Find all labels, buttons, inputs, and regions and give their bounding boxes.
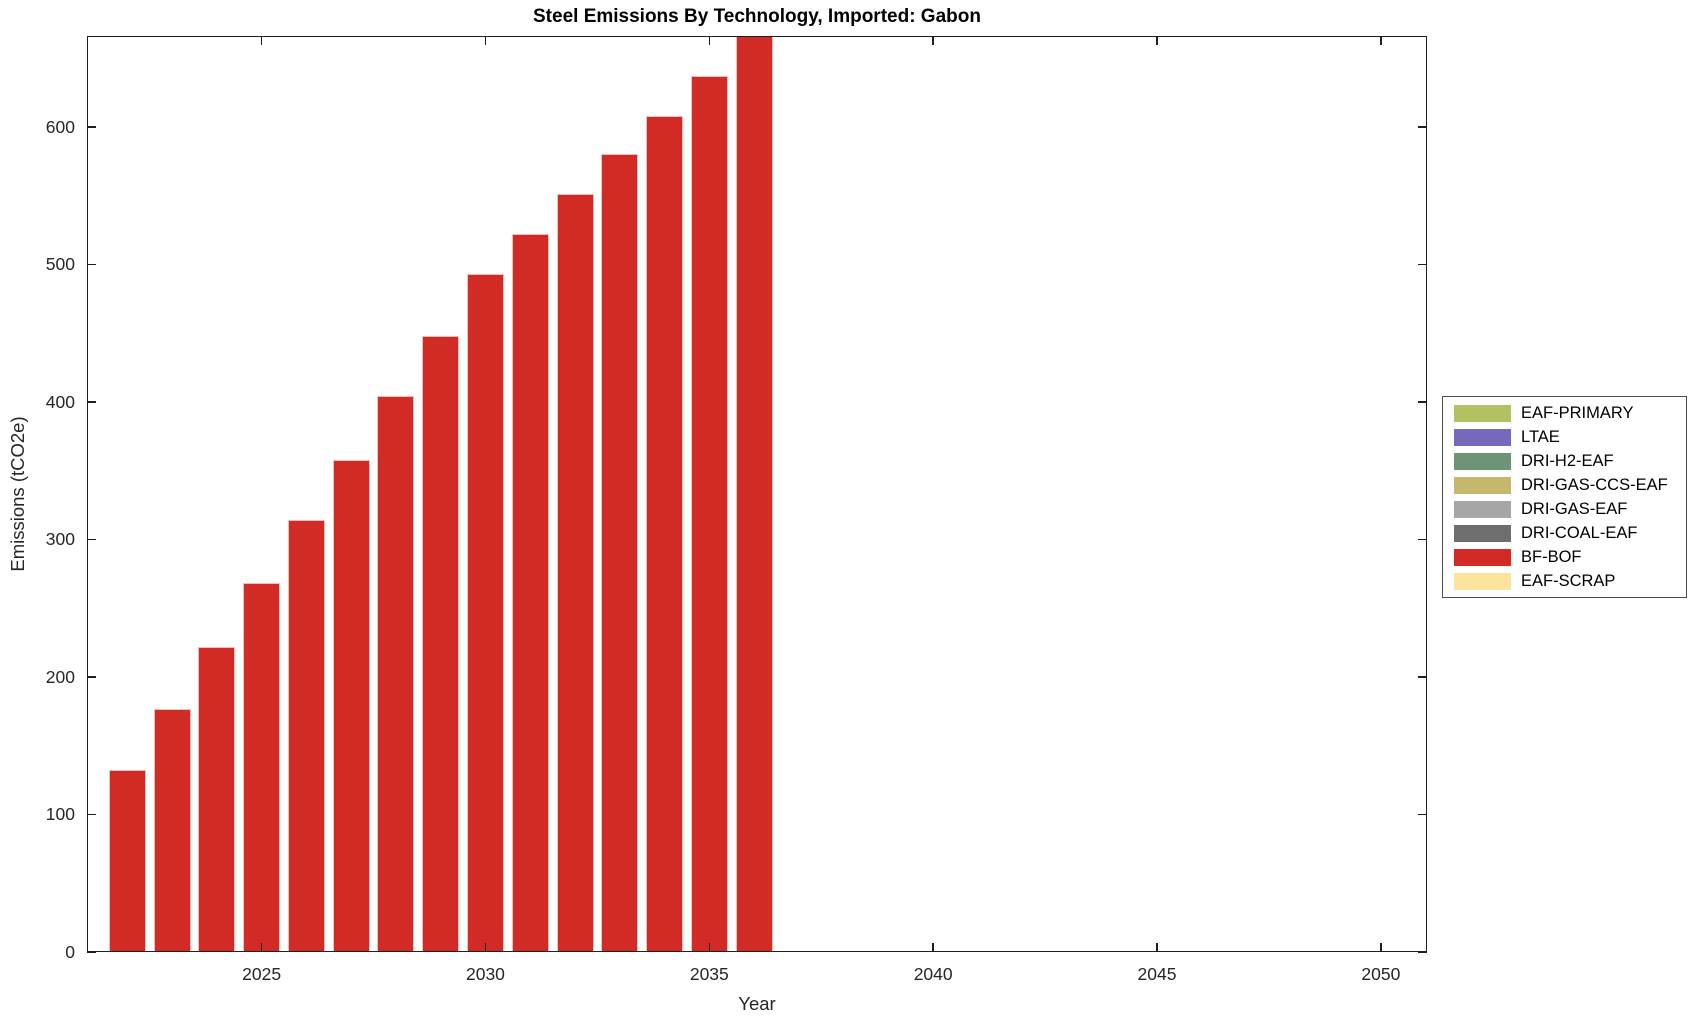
x-tick-top — [484, 36, 487, 45]
y-tick-label: 100 — [45, 804, 75, 825]
bar-bf-bof-2031 — [511, 234, 549, 952]
bar-bf-bof-2028 — [377, 396, 415, 952]
legend-item-label: EAF-SCRAP — [1521, 571, 1616, 590]
y-tick-right — [1418, 263, 1427, 266]
x-tick-label: 2045 — [1137, 964, 1177, 984]
x-tick-label: 2030 — [465, 964, 505, 984]
plot-border — [87, 36, 1427, 952]
legend-item-label: DRI-GAS-EAF — [1521, 499, 1628, 518]
legend-item: DRI-H2-EAF — [1443, 449, 1686, 473]
y-tick-label: 200 — [45, 666, 75, 687]
x-axis-label: Year — [738, 993, 776, 1014]
y-tick-right — [1418, 401, 1427, 403]
x-tick-label: 2025 — [242, 964, 282, 984]
legend-swatch — [1454, 500, 1511, 518]
chart-title: Steel Emissions By Technology, Imported:… — [533, 6, 981, 27]
y-tick-left — [87, 401, 96, 403]
x-tick-top — [708, 36, 711, 45]
y-tick-left — [87, 951, 96, 953]
x-tick-top — [260, 36, 263, 45]
legend-swatch — [1454, 428, 1511, 446]
bar-bf-bof-2023 — [153, 708, 191, 952]
bar-bf-bof-2030 — [466, 273, 504, 952]
x-tick-top — [1156, 36, 1158, 45]
legend-item: DRI-COAL-EAF — [1443, 521, 1686, 545]
legend: EAF-PRIMARY LTAE DRI-H2-EAF DRI-GAS-CCS-EAF… — [1442, 396, 1687, 598]
x-tick-top — [932, 36, 934, 45]
legend-item: EAF-SCRAP — [1443, 569, 1686, 593]
x-tick-bottom — [484, 943, 487, 952]
bar-bf-bof-2034 — [646, 115, 684, 952]
bar-bf-bof-2027 — [332, 459, 370, 952]
legend-swatch — [1454, 548, 1511, 566]
y-axis-label: Emissions (tCO2e) — [7, 416, 28, 572]
y-tick-label: 400 — [45, 391, 75, 412]
legend-item-label: EAF-PRIMARY — [1521, 403, 1634, 422]
legend-item-label: DRI-H2-EAF — [1521, 451, 1614, 470]
bar-bf-bof-2025 — [243, 583, 281, 952]
y-tick-label: 0 — [65, 942, 75, 962]
y-tick-right — [1418, 813, 1427, 816]
legend-item-label: DRI-COAL-EAF — [1521, 523, 1638, 542]
y-tick-right — [1418, 538, 1427, 541]
y-tick-left — [87, 813, 96, 816]
legend-item-label: DRI-GAS-CCS-EAF — [1521, 475, 1668, 494]
x-tick-bottom — [1156, 943, 1158, 952]
y-tick-label: 600 — [45, 116, 75, 137]
legend-item: BF-BOF — [1443, 545, 1686, 569]
y-tick-left — [87, 126, 96, 128]
y-tick-label: 500 — [45, 254, 75, 275]
bar-bf-bof-2033 — [601, 154, 639, 952]
legend-item: EAF-PRIMARY — [1443, 401, 1686, 425]
bar-bf-bof-2035 — [690, 75, 728, 952]
legend-swatch — [1454, 524, 1511, 542]
legend-item: LTAE — [1443, 425, 1686, 449]
y-tick-right — [1418, 126, 1427, 128]
x-tick-bottom — [708, 943, 711, 952]
legend-swatch — [1454, 572, 1511, 590]
x-tick-bottom — [932, 943, 934, 952]
legend-item-label: BF-BOF — [1521, 547, 1582, 566]
legend-swatch — [1454, 404, 1511, 422]
legend-swatch — [1454, 476, 1511, 494]
x-tick-label: 2035 — [689, 964, 729, 984]
x-tick-bottom — [1380, 943, 1382, 952]
bar-bf-bof-2029 — [422, 335, 460, 952]
bar-bf-bof-2036 — [735, 36, 773, 952]
x-tick-top — [1380, 36, 1382, 45]
y-tick-label: 300 — [45, 529, 75, 550]
x-tick-label: 2040 — [913, 964, 953, 984]
bar-bf-bof-2032 — [556, 194, 594, 952]
legend-item: DRI-GAS-EAF — [1443, 497, 1686, 521]
plot-area — [87, 36, 1427, 953]
x-tick-label: 2050 — [1361, 964, 1401, 984]
y-tick-left — [87, 538, 96, 541]
legend-item: DRI-GAS-CCS-EAF — [1443, 473, 1686, 497]
y-tick-left — [87, 676, 96, 678]
y-tick-left — [87, 263, 96, 266]
x-tick-bottom — [260, 943, 263, 952]
legend-swatch — [1454, 452, 1511, 470]
y-tick-right — [1418, 676, 1427, 678]
y-tick-right — [1418, 951, 1427, 953]
bar-bf-bof-2022 — [108, 770, 146, 952]
legend-item-label: LTAE — [1521, 427, 1560, 446]
bar-bf-bof-2026 — [287, 520, 325, 952]
